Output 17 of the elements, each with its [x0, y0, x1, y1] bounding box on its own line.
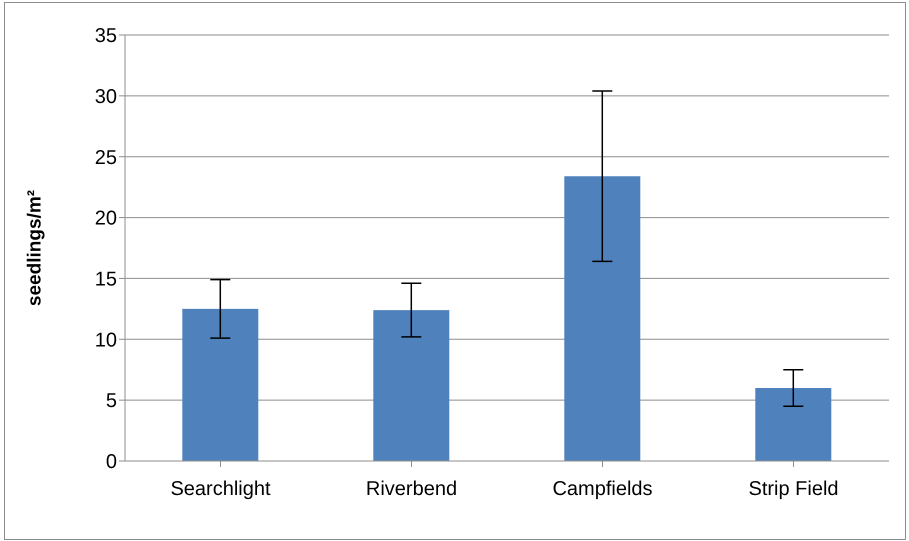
- bar: [182, 308, 258, 461]
- x-tick-label: Campfields: [552, 478, 653, 500]
- y-tick-label: 25: [94, 146, 117, 169]
- y-tick-label: 5: [106, 390, 117, 412]
- y-tick-label: 20: [94, 208, 117, 230]
- y-tick-label: 0: [106, 451, 117, 474]
- bar: [373, 310, 450, 461]
- y-tick-label: 35: [94, 25, 117, 48]
- y-tick-label: 10: [94, 329, 117, 352]
- bar: [755, 388, 832, 461]
- y-tick-label: 30: [94, 86, 117, 108]
- x-tick-label: Riverbend: [366, 478, 458, 500]
- bar: [564, 176, 640, 461]
- x-tick-label: Searchlight: [170, 478, 271, 500]
- x-tick-label: Strip Field: [748, 478, 839, 500]
- y-tick-label: 15: [94, 268, 117, 291]
- y-axis-title: seedlings/m²: [24, 190, 46, 306]
